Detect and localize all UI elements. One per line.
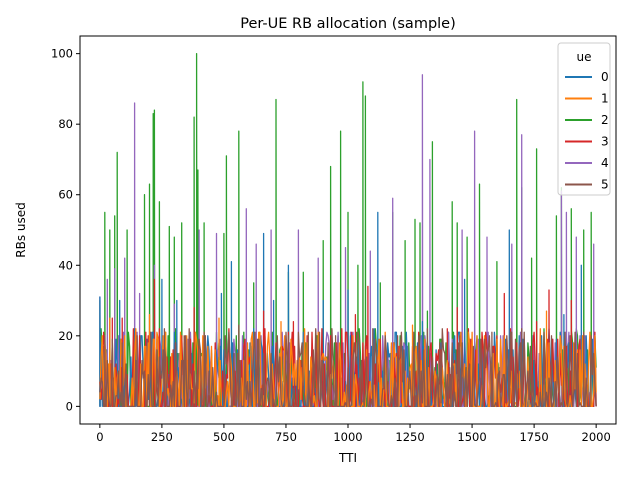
legend-label-ue-0: 0 <box>601 70 609 84</box>
y-axis-label: RBs used <box>14 202 28 258</box>
series-line-ue-5 <box>99 324 597 408</box>
plot-area <box>99 52 597 408</box>
x-tick-label: 1500 <box>457 430 486 444</box>
y-tick-label: 60 <box>58 188 73 202</box>
legend-label-ue-5: 5 <box>601 178 609 192</box>
y-axis: 0 20 40 60 80 100 <box>51 47 80 413</box>
x-tick-label: 1250 <box>395 430 424 444</box>
x-axis-label: TTI <box>338 451 357 465</box>
legend-label-ue-4: 4 <box>601 156 609 170</box>
legend-label-ue-3: 3 <box>601 135 609 149</box>
y-tick-label: 0 <box>66 399 73 413</box>
x-axis: 0 250 500 750 1000 1250 1500 1750 2000 <box>96 424 611 444</box>
x-tick-label: 0 <box>96 430 103 444</box>
legend-label-ue-2: 2 <box>601 113 609 127</box>
x-tick-label: 2000 <box>582 430 611 444</box>
chart-title: Per-UE RB allocation (sample) <box>240 16 456 32</box>
legend: ue 0 1 2 3 4 5 <box>557 42 611 196</box>
y-tick-label: 20 <box>58 329 73 343</box>
y-tick-label: 40 <box>58 258 73 272</box>
legend-label-ue-1: 1 <box>601 92 609 106</box>
legend-title: ue <box>577 50 592 64</box>
x-tick-label: 500 <box>213 430 235 444</box>
x-tick-label: 1750 <box>519 430 548 444</box>
y-tick-label: 80 <box>58 117 73 131</box>
x-tick-label: 1000 <box>333 430 362 444</box>
x-tick-label: 750 <box>275 430 297 444</box>
y-tick-label: 100 <box>51 47 73 61</box>
x-tick-label: 250 <box>151 430 173 444</box>
